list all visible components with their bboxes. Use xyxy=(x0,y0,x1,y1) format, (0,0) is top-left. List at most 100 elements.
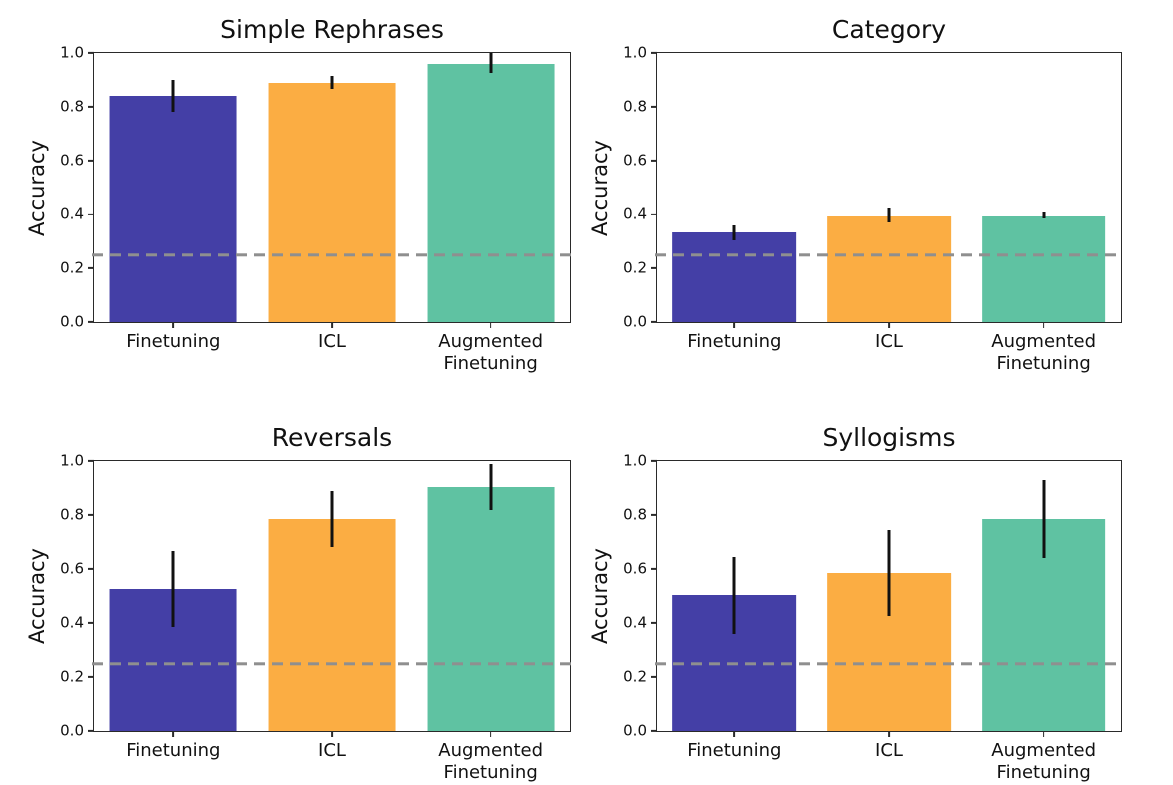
bar-icl xyxy=(268,82,396,322)
y-tick-mark xyxy=(88,568,94,570)
x-tick-mark xyxy=(489,322,492,328)
y-tick-mark xyxy=(88,52,94,54)
y-tick-label: 0.8 xyxy=(623,505,647,524)
y-axis-label: Accuracy xyxy=(588,139,612,236)
y-tick-label: 0.8 xyxy=(623,97,647,116)
x-tick-label-finetuning: Finetuning xyxy=(687,740,782,761)
y-tick-mark xyxy=(651,730,657,732)
y-tick-mark xyxy=(88,105,94,108)
y-tick-mark xyxy=(651,676,657,678)
subplot-simple-rephrases: Simple Rephrases Accuracy 0.0 0.2 0.4 0.6 0.8 1… xyxy=(25,15,572,374)
y-axis-label: Accuracy xyxy=(25,139,49,236)
y-tick-mark xyxy=(651,514,657,516)
error-bar-icl xyxy=(330,490,334,548)
y-tick-mark xyxy=(651,159,657,162)
y-tick-label: 1.0 xyxy=(60,451,84,470)
y-tick-label: 0.4 xyxy=(623,204,647,223)
x-tick-mark xyxy=(733,731,736,737)
y-tick-mark xyxy=(88,622,94,624)
y-tick-mark xyxy=(651,267,657,270)
chance-line xyxy=(92,253,572,257)
x-tick-label-icl: ICL xyxy=(875,740,903,761)
y-tick-label: 0.4 xyxy=(623,613,647,632)
y-tick-label: 0.0 xyxy=(60,721,84,740)
y-tick-mark xyxy=(88,321,94,323)
x-tick-label-augmented-finetuning: Augmented Finetuning xyxy=(438,740,544,783)
y-tick-label: 0.2 xyxy=(623,667,647,686)
y-tick-label: 0.4 xyxy=(60,613,84,632)
x-tick-label-finetuning: Finetuning xyxy=(126,331,221,352)
x-tick-label-augmented-finetuning: Augmented Finetuning xyxy=(438,331,544,374)
subplot-reversals: Reversals Accuracy 0.0 0.2 0.4 0.6 0.8 1.0 Finet… xyxy=(25,423,572,783)
y-tick-mark xyxy=(88,730,94,732)
x-tick-mark xyxy=(172,322,175,328)
x-tick-mark xyxy=(1042,322,1045,328)
chance-line xyxy=(92,662,572,665)
bar-finetuning xyxy=(109,96,237,322)
subplot-syllogisms: Syllogisms Accuracy 0.0 0.2 0.4 0.6 0.8 1.0 Fine… xyxy=(588,423,1123,783)
y-tick-mark xyxy=(651,622,657,624)
x-tick-label-finetuning: Finetuning xyxy=(687,331,782,352)
bar-augmented-finetuning xyxy=(427,486,555,731)
bar-augmented-finetuning xyxy=(427,63,555,322)
error-bar-augmented-finetuning xyxy=(1042,211,1046,219)
y-tick-mark xyxy=(651,568,657,570)
y-tick-label: 0.2 xyxy=(60,258,84,277)
y-axis-label: Accuracy xyxy=(25,548,49,644)
x-tick-mark xyxy=(331,731,333,737)
subplot-title-category: Category xyxy=(831,15,947,44)
y-tick-label: 0.0 xyxy=(623,721,647,740)
y-tick-label: 0.6 xyxy=(60,559,84,578)
y-tick-mark xyxy=(651,321,657,323)
bar-finetuning xyxy=(672,231,797,322)
x-tick-mark xyxy=(888,731,890,737)
y-tick-mark xyxy=(88,159,94,162)
y-tick-label: 0.8 xyxy=(60,505,84,524)
y-tick-mark xyxy=(88,213,94,216)
x-tick-mark xyxy=(331,322,333,328)
y-tick-label: 0.6 xyxy=(60,151,84,170)
x-tick-label-icl: ICL xyxy=(318,740,346,761)
error-bar-augmented-finetuning xyxy=(489,53,493,74)
x-tick-mark xyxy=(172,731,175,737)
y-tick-mark xyxy=(651,105,657,108)
bar-icl xyxy=(827,215,951,322)
x-tick-label-icl: ICL xyxy=(318,331,346,352)
error-bar-augmented-finetuning xyxy=(1042,479,1046,559)
y-tick-mark xyxy=(651,213,657,216)
y-tick-mark xyxy=(651,52,657,54)
y-tick-label: 1.0 xyxy=(60,43,84,62)
y-tick-label: 1.0 xyxy=(623,43,647,62)
subplot-title-simple-rephrases: Simple Rephrases xyxy=(220,15,444,44)
chance-line xyxy=(655,253,1123,257)
error-bar-icl xyxy=(887,529,891,617)
x-tick-label-augmented-finetuning: Augmented Finetuning xyxy=(991,740,1097,783)
x-tick-mark xyxy=(1042,731,1045,737)
error-bar-finetuning xyxy=(732,225,736,240)
x-tick-mark xyxy=(733,322,736,328)
y-tick-label: 0.4 xyxy=(60,204,84,223)
error-bar-icl xyxy=(330,75,334,90)
chance-line xyxy=(655,662,1123,665)
subplot-category: Category Accuracy 0.0 0.2 0.4 0.6 0.8 1.0 Finetu… xyxy=(588,15,1123,374)
error-bar-finetuning xyxy=(171,79,175,113)
y-tick-label: 1.0 xyxy=(623,451,647,470)
x-tick-label-augmented-finetuning: Augmented Finetuning xyxy=(991,331,1097,374)
error-bar-finetuning xyxy=(732,556,736,634)
y-tick-label: 0.2 xyxy=(623,258,647,277)
y-tick-label: 0.2 xyxy=(60,667,84,686)
y-tick-mark xyxy=(88,676,94,678)
y-axis-label: Accuracy xyxy=(588,548,612,644)
y-tick-label: 0.6 xyxy=(623,559,647,578)
subplot-title-syllogisms: Syllogisms xyxy=(822,423,956,452)
bar-augmented-finetuning xyxy=(981,215,1106,322)
error-bar-augmented-finetuning xyxy=(489,463,493,510)
x-tick-mark xyxy=(489,731,492,737)
y-tick-mark xyxy=(88,514,94,516)
y-tick-mark xyxy=(88,460,94,462)
error-bar-finetuning xyxy=(171,551,175,628)
error-bar-icl xyxy=(887,207,891,223)
x-tick-mark xyxy=(888,322,890,328)
y-tick-label: 0.0 xyxy=(623,312,647,331)
